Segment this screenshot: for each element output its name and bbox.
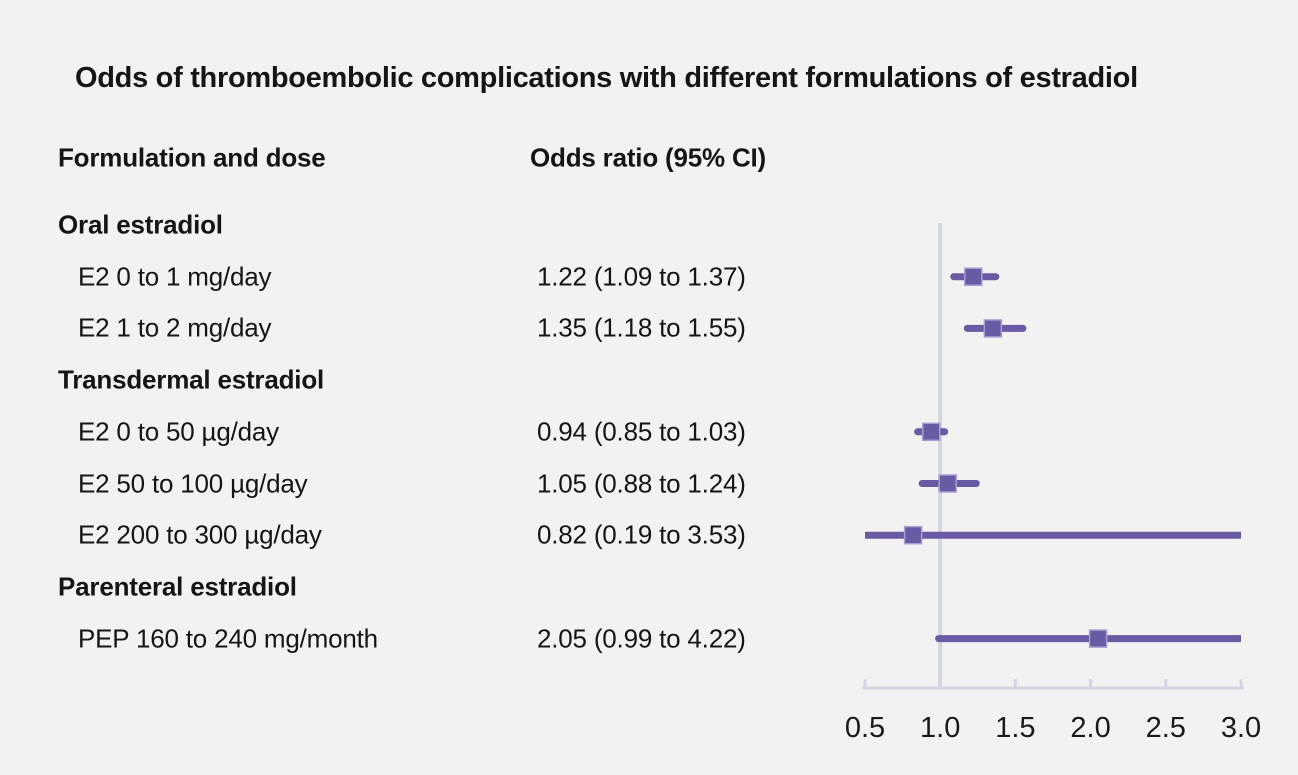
x-tick-label: 1.5 (995, 712, 1035, 744)
row-label: E2 50 to 100 µg/day (78, 468, 308, 498)
row-label: Oral estradiol (58, 209, 223, 240)
ci-cap (914, 428, 922, 436)
point-marker (1088, 629, 1108, 648)
row-estimate: 0.82 (0.19 to 3.53) (537, 519, 746, 550)
row-label: E2 0 to 1 mg/day (78, 261, 272, 292)
ci-cap (972, 480, 980, 487)
ci-cap (935, 635, 943, 643)
ci-cap (963, 324, 971, 332)
x-tick-label: 2.5 (1146, 712, 1186, 744)
row-label: E2 0 to 50 µg/day (78, 416, 279, 447)
row-estimate: 2.05 (0.99 to 4.22) (537, 623, 746, 654)
x-tick-label: 0.5 (845, 712, 885, 744)
ci-cap (918, 480, 926, 487)
row-estimate: 1.05 (0.88 to 1.24) (537, 468, 746, 498)
point-marker (938, 474, 957, 493)
x-tick-label: 1.0 (920, 712, 960, 744)
point-marker (903, 525, 923, 545)
point-marker (964, 267, 983, 286)
column-header-odds-ratio: Odds ratio (95% CI) (530, 142, 767, 173)
point-marker (921, 422, 941, 442)
row-label: E2 200 to 300 µg/day (78, 519, 322, 550)
point-marker (983, 319, 1003, 338)
row-estimate: 1.22 (1.09 to 1.37) (537, 261, 746, 292)
ci-cap (950, 273, 958, 281)
figure-title: Odds of thromboembolic complications wit… (75, 62, 1138, 94)
ci-cap (1019, 324, 1027, 332)
column-header-formulation: Formulation and dose (58, 142, 326, 173)
row-label: Transdermal estradiol (58, 364, 325, 395)
ci-cap (941, 428, 949, 436)
row-label: PEP 160 to 240 mg/month (78, 623, 378, 654)
row-label: Parenteral estradiol (58, 571, 297, 602)
ci-cap (992, 273, 1000, 281)
row-estimate: 0.94 (0.85 to 1.03) (537, 416, 746, 447)
x-tick-label: 2.0 (1070, 712, 1110, 744)
x-tick-label: 3.0 (1221, 712, 1261, 744)
row-label: E2 1 to 2 mg/day (78, 312, 272, 343)
row-estimate: 1.35 (1.18 to 1.55) (537, 312, 746, 343)
